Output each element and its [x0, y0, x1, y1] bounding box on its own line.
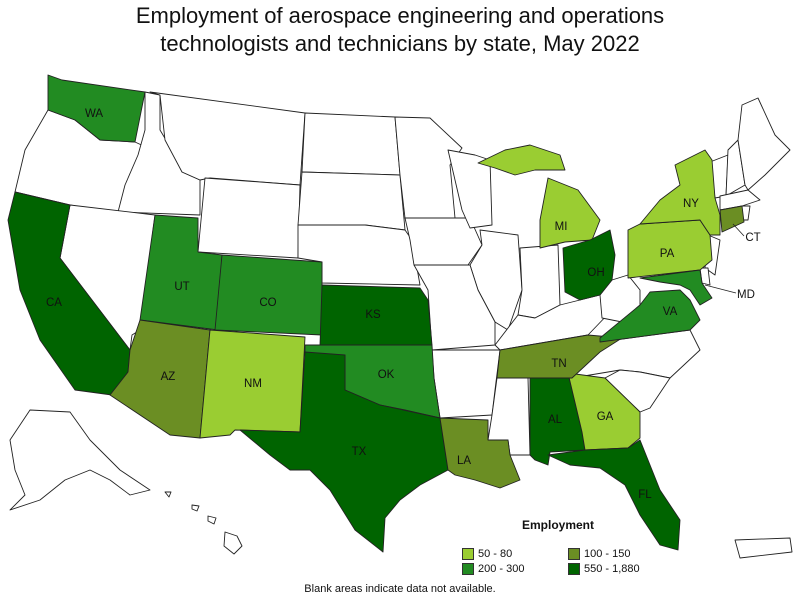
- label-CO: CO: [259, 297, 276, 309]
- blank-states: [9, 91, 793, 559]
- state-ma[interactable]: [719, 189, 761, 211]
- legend-item: 100 - 150: [568, 548, 668, 560]
- state-nd[interactable]: [301, 112, 401, 176]
- state-ne[interactable]: [297, 224, 421, 286]
- legend-label: 50 - 80: [478, 548, 513, 560]
- state-NY[interactable]: [639, 149, 721, 236]
- legend-item: 200 - 300: [462, 563, 568, 575]
- state-ar[interactable]: [431, 349, 501, 419]
- label-PA: PA: [660, 248, 675, 260]
- state-LA[interactable]: [439, 417, 521, 489]
- label-CT: CT: [745, 232, 760, 244]
- state-wi[interactable]: [447, 149, 493, 229]
- state-pr[interactable]: [734, 537, 793, 559]
- state-TX[interactable]: [239, 351, 449, 553]
- legend-label: 200 - 300: [478, 563, 525, 575]
- state-wy[interactable]: [197, 177, 301, 259]
- legend-swatch: [462, 563, 474, 575]
- legend-item: 550 - 1,880: [568, 563, 668, 575]
- label-TX: TX: [352, 446, 367, 458]
- label-VA: VA: [663, 306, 678, 318]
- label-TN: TN: [551, 358, 566, 370]
- label-GA: GA: [597, 411, 614, 423]
- legend-item: 50 - 80: [462, 548, 568, 560]
- state-CO[interactable]: [214, 254, 323, 336]
- label-FL: FL: [638, 489, 652, 501]
- state-mo[interactable]: [413, 264, 496, 351]
- state-VA[interactable]: [599, 289, 701, 343]
- state-GA[interactable]: [567, 372, 641, 451]
- label-CA: CA: [46, 297, 62, 309]
- state-sd[interactable]: [297, 171, 406, 231]
- state-labels: WA CA UT CO AZ NM KS OK TX LA AL GA FL T…: [46, 108, 761, 501]
- ct-leader-line: [732, 223, 745, 237]
- data-states: [7, 74, 745, 553]
- state-NM[interactable]: [199, 329, 306, 439]
- legend-label: 100 - 150: [584, 548, 631, 560]
- md-leader-line: [704, 284, 737, 294]
- label-AL: AL: [548, 414, 563, 426]
- label-UT: UT: [174, 281, 189, 293]
- state-FL[interactable]: [547, 439, 681, 551]
- state-hi[interactable]: [164, 491, 243, 555]
- state-ak[interactable]: [9, 409, 151, 511]
- legend-swatch: [568, 548, 580, 560]
- state-KS[interactable]: [319, 284, 433, 346]
- legend: Employment 50 - 80 100 - 150 200 - 300 5…: [462, 518, 662, 575]
- state-WA[interactable]: [47, 74, 146, 143]
- state-me[interactable]: [737, 97, 791, 191]
- label-OK: OK: [378, 369, 395, 381]
- title-line-1: Employment of aerospace engineering and …: [135, 3, 665, 28]
- state-OH[interactable]: [562, 229, 616, 301]
- state-CT[interactable]: [719, 205, 745, 233]
- legend-title: Employment: [522, 518, 595, 532]
- map-title: Employment of aerospace engineering and …: [0, 2, 800, 58]
- state-MD[interactable]: [639, 269, 713, 306]
- label-LA: LA: [457, 455, 471, 467]
- legend-label: 550 - 1,880: [584, 563, 640, 575]
- legend-swatch: [568, 563, 580, 575]
- label-NM: NM: [244, 378, 262, 390]
- legend-grid: 50 - 80 100 - 150 200 - 300 550 - 1,880: [462, 548, 662, 575]
- label-AZ: AZ: [161, 371, 176, 383]
- label-OH: OH: [587, 267, 604, 279]
- label-MI: MI: [555, 221, 568, 233]
- state-MI[interactable]: [477, 144, 601, 249]
- label-MD: MD: [737, 289, 755, 301]
- label-NY: NY: [683, 198, 699, 210]
- state-id[interactable]: [117, 91, 201, 216]
- footnote: Blank areas indicate data not available.: [304, 583, 496, 595]
- legend-swatch: [462, 548, 474, 560]
- state-TN[interactable]: [496, 334, 623, 379]
- state-in[interactable]: [517, 244, 561, 319]
- state-mn[interactable]: [394, 116, 463, 219]
- label-WA: WA: [85, 108, 103, 120]
- title-line-2: technologists and technicians by state, …: [160, 31, 640, 56]
- label-KS: KS: [365, 309, 381, 321]
